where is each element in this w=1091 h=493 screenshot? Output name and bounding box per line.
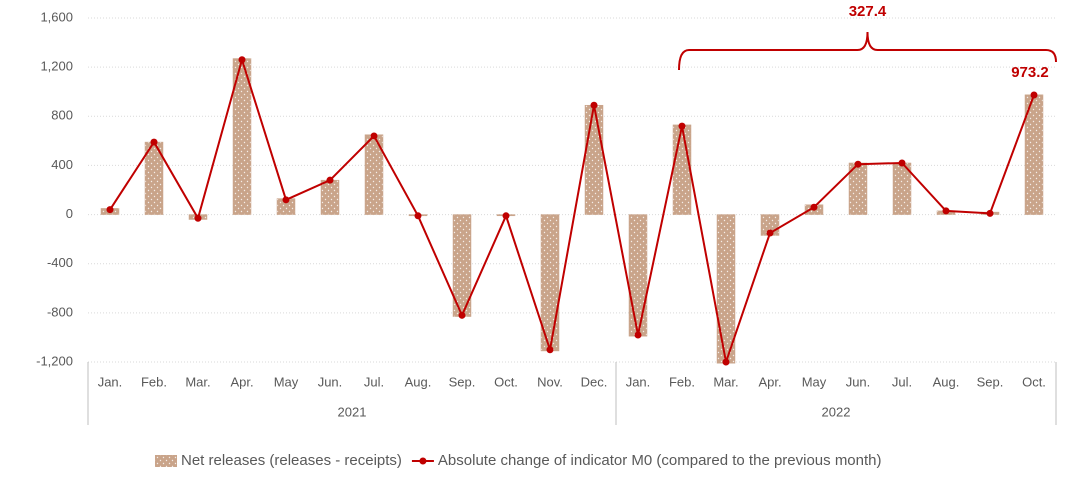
legend-label: Absolute change of indicator M0 (compare… [438, 452, 882, 469]
x-tick-label: Jun. [318, 374, 343, 389]
x-group-label: 2021 [338, 404, 367, 419]
line-marker [106, 206, 114, 214]
x-tick-label: Apr. [230, 374, 253, 389]
line-marker [370, 132, 378, 140]
line-marker [458, 311, 466, 319]
bar [584, 104, 604, 215]
line-marker [942, 207, 950, 215]
y-tick-label: -400 [47, 255, 73, 270]
x-tick-label: Jan. [626, 374, 651, 389]
data-label: 973.2 [1011, 64, 1049, 81]
bar [672, 124, 692, 215]
x-tick-label: Feb. [669, 374, 695, 389]
x-tick-label: Mar. [713, 374, 738, 389]
x-tick-label: Jul. [364, 374, 384, 389]
y-tick-label: 0 [66, 206, 73, 221]
line-marker [766, 229, 774, 237]
x-tick-label: Jun. [846, 374, 871, 389]
bar [320, 179, 340, 215]
line-marker [1030, 91, 1038, 99]
y-tick-label: -800 [47, 304, 73, 319]
line-marker [678, 122, 686, 130]
x-group-label: 2022 [822, 404, 851, 419]
line-marker [238, 56, 246, 64]
line-marker [502, 212, 510, 220]
y-tick-label: 1,600 [40, 9, 73, 24]
line-marker [326, 176, 334, 184]
x-tick-label: Feb. [141, 374, 167, 389]
x-tick-label: Sep. [449, 374, 476, 389]
line-marker [414, 212, 422, 220]
line-marker [898, 159, 906, 167]
legend-swatch [419, 457, 427, 465]
x-tick-label: Apr. [758, 374, 781, 389]
bar [628, 214, 648, 337]
x-tick-label: May [274, 374, 299, 389]
line-marker [590, 101, 598, 109]
x-tick-label: Sep. [977, 374, 1004, 389]
y-tick-label: 1,200 [40, 59, 73, 74]
y-tick-label: 400 [51, 157, 73, 172]
x-tick-label: Oct. [494, 374, 518, 389]
y-tick-label: 800 [51, 108, 73, 123]
annotation: 327.4 [849, 3, 887, 20]
line-marker [150, 138, 158, 146]
x-tick-label: Jan. [98, 374, 123, 389]
line-marker [722, 358, 730, 366]
x-tick-label: Nov. [537, 374, 563, 389]
x-tick-label: Aug. [933, 374, 960, 389]
line-marker [634, 331, 642, 339]
line-marker [282, 196, 290, 204]
x-tick-label: Mar. [185, 374, 210, 389]
x-tick-label: Dec. [581, 374, 608, 389]
line-marker [986, 209, 994, 217]
legend-swatch [155, 455, 177, 467]
x-tick-label: May [802, 374, 827, 389]
y-tick-label: -1,200 [36, 353, 73, 368]
legend-label: Net releases (releases - receipts) [181, 452, 402, 469]
line [109, 56, 1035, 366]
x-tick-label: Jul. [892, 374, 912, 389]
line-marker [810, 203, 818, 211]
x-tick-label: Oct. [1022, 374, 1046, 389]
x-tick-label: Aug. [405, 374, 432, 389]
line-marker [546, 346, 554, 354]
line-marker [854, 160, 862, 168]
bracket [678, 31, 1057, 71]
line-marker [194, 214, 202, 222]
